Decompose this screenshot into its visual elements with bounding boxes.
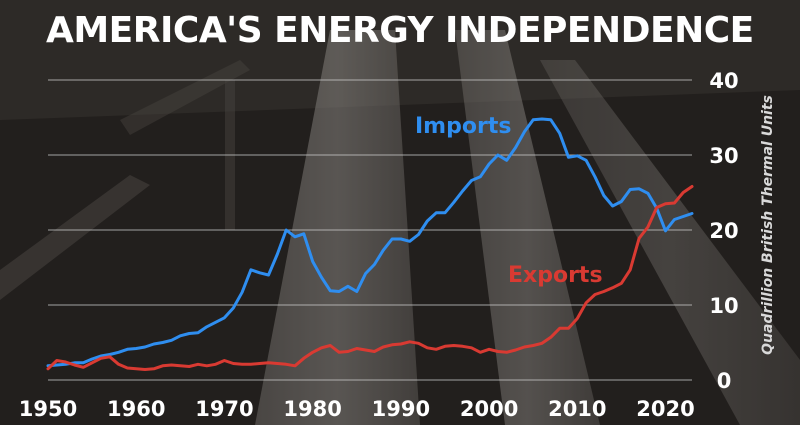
series-lines <box>46 117 694 371</box>
chart-title: AMERICA'S ENERGY INDEPENDENCE <box>46 10 754 51</box>
series-label-exports: Exports <box>508 263 603 288</box>
y-tick-label: 0 <box>717 369 732 393</box>
series-label-imports: Imports <box>415 114 511 139</box>
y-tick-label: 10 <box>709 294 738 318</box>
x-axis: 1950 1960 1970 1980 1990 2000 2010 2020 <box>19 397 695 421</box>
x-tick-label: 2020 <box>636 397 694 421</box>
x-tick-label: 1980 <box>283 397 341 421</box>
x-tick-label: 1990 <box>372 397 430 421</box>
y-tick-label: 40 <box>709 69 738 93</box>
y-tick-label: 20 <box>709 219 738 243</box>
y-axis-label: Quadrillion British Thermal Units <box>760 95 776 355</box>
series-line-imports <box>46 117 694 368</box>
y-tick-label: 30 <box>709 144 738 168</box>
x-tick-label: 2010 <box>548 397 606 421</box>
x-tick-label: 1970 <box>195 397 253 421</box>
x-tick-label: 1960 <box>107 397 165 421</box>
y-axis: 0 10 20 30 40 <box>709 69 738 393</box>
y-axis-label-box: Quadrillion British Thermal Units <box>756 65 780 385</box>
gridlines <box>48 79 692 381</box>
x-tick-label: 1950 <box>19 397 77 421</box>
x-tick-label: 2000 <box>460 397 518 421</box>
series-line-exports <box>46 185 694 371</box>
